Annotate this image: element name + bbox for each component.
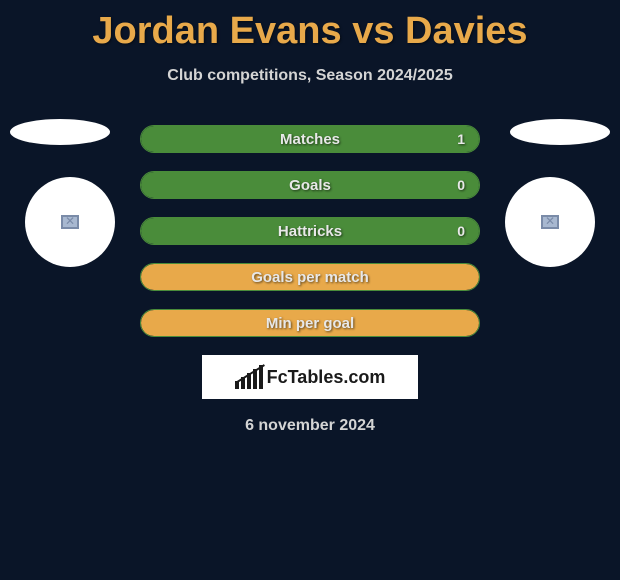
stat-label: Hattricks	[278, 223, 342, 240]
player-left-silhouette	[10, 119, 110, 145]
comparison-content: Matches 1 Goals 0 Hattricks 0 Goals per …	[0, 125, 620, 435]
logo-chart-icon	[235, 365, 263, 389]
club-badge-right	[505, 177, 595, 267]
stat-value-right: 1	[457, 131, 465, 147]
stat-row-goals-per-match: Goals per match	[140, 263, 480, 291]
stat-row-matches: Matches 1	[140, 125, 480, 153]
subtitle: Club competitions, Season 2024/2025	[0, 67, 620, 85]
club-badge-left	[25, 177, 115, 267]
stat-row-hattricks: Hattricks 0	[140, 217, 480, 245]
stats-container: Matches 1 Goals 0 Hattricks 0 Goals per …	[140, 125, 480, 337]
stat-row-min-per-goal: Min per goal	[140, 309, 480, 337]
stat-label: Matches	[280, 131, 340, 148]
stat-label: Goals	[289, 177, 331, 194]
stat-value-right: 0	[457, 177, 465, 193]
logo-box: FcTables.com	[202, 355, 418, 399]
player-right-silhouette	[510, 119, 610, 145]
stat-row-goals: Goals 0	[140, 171, 480, 199]
stat-label: Min per goal	[266, 315, 354, 332]
page-title: Jordan Evans vs Davies	[0, 0, 620, 53]
stat-value-right: 0	[457, 223, 465, 239]
date-label: 6 november 2024	[0, 417, 620, 435]
logo-text: FcTables.com	[267, 367, 386, 388]
stat-label: Goals per match	[251, 269, 369, 286]
placeholder-icon	[61, 215, 79, 229]
placeholder-icon	[541, 215, 559, 229]
logo: FcTables.com	[235, 365, 386, 389]
